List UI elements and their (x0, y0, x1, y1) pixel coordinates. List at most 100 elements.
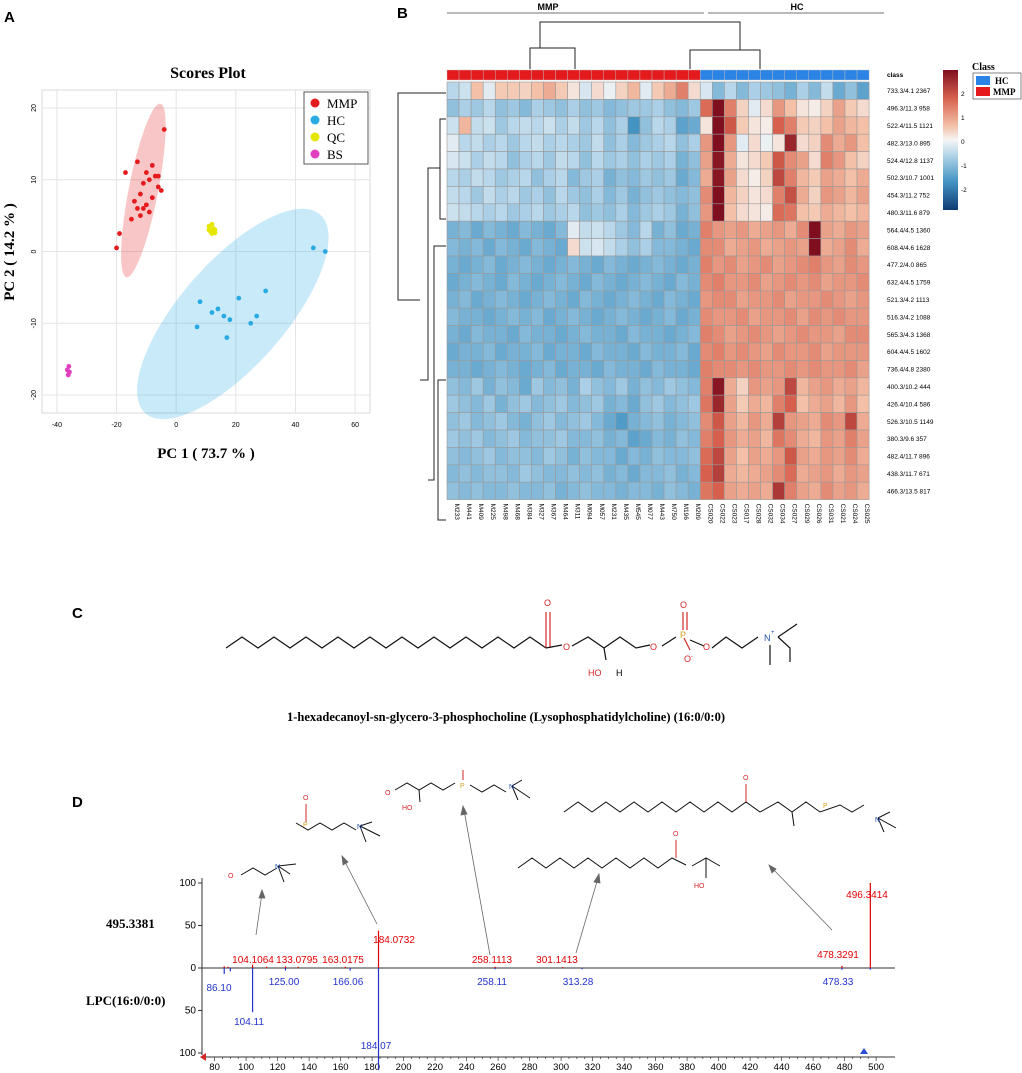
heatmap-cell (832, 429, 846, 448)
heatmap-cell (519, 81, 532, 100)
point-bs (65, 372, 71, 378)
heatmap-cell (615, 238, 629, 257)
heatmap-cell (784, 447, 798, 466)
heatmap-cell (482, 133, 496, 152)
heatmap-cell (639, 412, 653, 431)
heatmap-cell (591, 151, 605, 170)
panel-c-letter: C (72, 605, 83, 622)
heatmap-cell (482, 394, 496, 413)
legend-label-hc: HC (327, 113, 345, 128)
heatmap-cell (531, 168, 544, 187)
atom-p: P (680, 630, 686, 640)
class-cell-mmp (458, 69, 472, 81)
heatmap-cell (856, 290, 870, 309)
fragment-arrows (255, 804, 833, 956)
x-axis-label: PC 1 ( 73.7 % ) (157, 446, 255, 462)
heatmap-cell (506, 394, 520, 413)
heatmap-cell (736, 116, 749, 135)
heatmap-cell (820, 429, 834, 448)
heatmap-cell (470, 99, 484, 118)
atom-o: O (650, 642, 657, 652)
heatmap-cell (784, 342, 798, 361)
heatmap-cell (446, 151, 460, 170)
heatmap-cell (627, 133, 641, 152)
heatmap-cell (651, 255, 665, 274)
heatmap-cell (772, 238, 785, 257)
heatmap-cell (579, 360, 593, 379)
row-label: 502.3/10.7 1001 (887, 175, 934, 182)
heatmap-cell (458, 81, 472, 100)
heatmap-cell (543, 273, 556, 292)
heatmap-cell (470, 464, 484, 483)
heatmap-cell (699, 447, 713, 466)
heatmap-cell (736, 394, 749, 413)
legend-label-mmp: MMP (327, 96, 357, 111)
heatmap-cell (748, 186, 761, 205)
heatmap-cell (603, 151, 617, 170)
spectrum-x-ticks: 80 100 120 140 160 180 200 220 240 260 280 300 320 34… (209, 1057, 884, 1073)
heatmap-cell (567, 168, 580, 187)
heatmap-cell (591, 220, 605, 239)
heatmap-cell (651, 342, 665, 361)
heatmap-cell (796, 412, 810, 431)
point-bs (66, 363, 72, 369)
heatmap-cell (603, 168, 617, 187)
legend-label-qc: QC (327, 130, 345, 145)
heatmap-cell (615, 99, 629, 118)
class-cell-mmp (615, 69, 629, 81)
minus-charge: - (691, 654, 693, 660)
heatmap-cell (591, 447, 605, 466)
column-label: M545 (634, 504, 641, 521)
heatmap-cell (519, 412, 532, 431)
heatmap-cell (687, 151, 701, 170)
point-mmp (161, 127, 167, 132)
heatmap-cell (796, 133, 810, 152)
heatmap-cell (772, 447, 785, 466)
heatmap-cell (675, 464, 689, 483)
column-label: M498 (501, 504, 508, 521)
heatmap-cell (651, 273, 665, 292)
peak-label-top: 184.0732 (373, 935, 415, 946)
heatmap-cell (772, 220, 785, 239)
heatmap-cell (699, 133, 713, 152)
atom-o: O (303, 795, 309, 802)
heatmap-cell (772, 255, 785, 274)
heatmap-cell (760, 133, 773, 152)
heatmap-cell (808, 238, 822, 257)
heatmap-cell (627, 481, 641, 500)
heatmap-cell (856, 377, 870, 396)
heatmap-cell (627, 273, 641, 292)
heatmap-cell (748, 447, 761, 466)
heatmap-cell (543, 203, 556, 222)
heatmap-cell (760, 429, 773, 448)
heatmap-cell (482, 151, 496, 170)
heatmap-cell (639, 116, 653, 135)
heatmap-cell (458, 342, 472, 361)
heatmap-cell (856, 186, 870, 205)
heatmap-cell (567, 273, 580, 292)
atom-n: N (764, 633, 771, 643)
heatmap-cell (832, 168, 846, 187)
heatmap-cell (519, 168, 532, 187)
heatmap-cell (531, 151, 544, 170)
x-tick-label: 0 (174, 422, 178, 429)
heatmap-cell (784, 255, 798, 274)
heatmap-cell (543, 238, 556, 257)
heatmap-cell (820, 99, 834, 118)
heatmap-cell (844, 81, 858, 100)
class-cell-mmp (688, 69, 701, 81)
heatmap-cell (856, 151, 870, 170)
class-swatch-hc (976, 76, 990, 85)
heatmap-cell (531, 133, 544, 152)
class-cell-hc (844, 69, 858, 81)
heatmap-cell (639, 273, 653, 292)
heatmap-cell (446, 133, 460, 152)
x-axis-ticks: -40 -20 0 20 40 60 (52, 422, 359, 429)
heatmap-cell (591, 290, 605, 309)
heatmap-cell (506, 203, 520, 222)
panel-a: A Scores Plot -40 -20 0 20 40 60 20100-10-20 … (2, 9, 371, 462)
heatmap-cell (519, 377, 532, 396)
heatmap-cell (724, 81, 737, 100)
heatmap-cell (724, 290, 737, 309)
ellipse-mmp (121, 103, 166, 278)
